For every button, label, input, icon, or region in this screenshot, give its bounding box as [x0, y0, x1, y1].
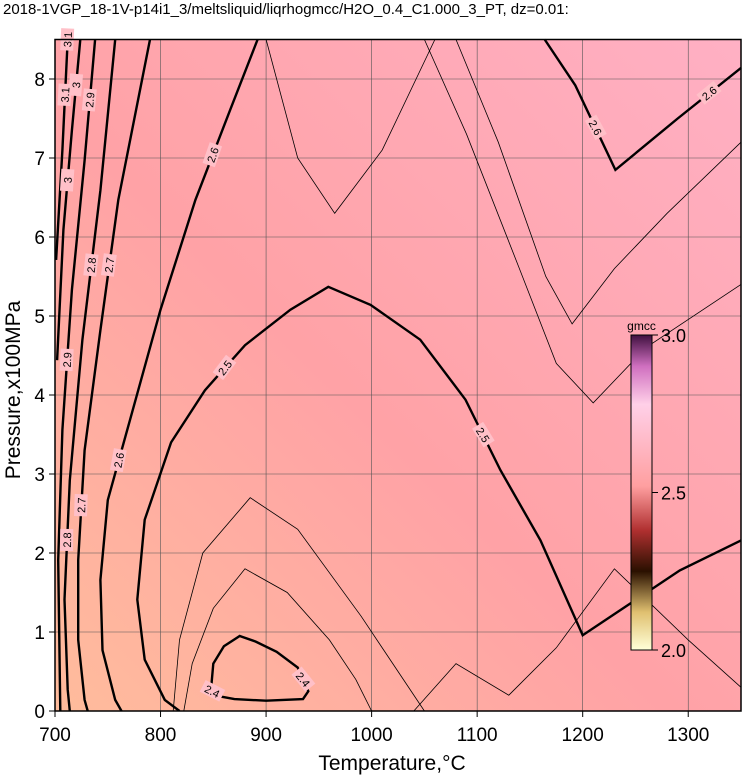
- contour-label-group: 3.1: [57, 83, 73, 107]
- contour-label-bg: [74, 493, 88, 517]
- contour-label-group: 2.6: [202, 142, 223, 168]
- y-tick-label: 0: [34, 702, 45, 723]
- x-tick-label: 1300: [667, 725, 709, 746]
- y-axis-label: Pressure,x100MPa: [2, 300, 25, 479]
- x-tick-label: 900: [250, 725, 282, 746]
- colorbar-label: gmcc: [627, 319, 656, 333]
- contour-line: [172, 497, 425, 711]
- contour-label-group: 3: [59, 168, 75, 192]
- contour-label: 2.6: [113, 452, 128, 469]
- y-tick-label: 6: [34, 228, 45, 249]
- contour-label-bg: [109, 448, 127, 473]
- contour-label-group: 2.8: [60, 528, 74, 552]
- contour-line-major: [210, 634, 310, 702]
- x-tick-label: 1100: [457, 725, 498, 746]
- contour-label-bg: [584, 114, 607, 141]
- contour-line-major: [55, 39, 69, 260]
- y-tick-label: 3: [34, 465, 45, 486]
- contour-label: 2.7: [103, 257, 117, 274]
- contour-label-bg: [57, 83, 72, 107]
- contour-label: 2.8: [86, 257, 100, 273]
- contour-label-group: 2.8: [83, 253, 100, 277]
- y-tick-label: 8: [34, 70, 45, 91]
- x-tick-label: 1200: [562, 725, 604, 746]
- contour-label-bg: [472, 421, 495, 448]
- contour-line: [413, 568, 742, 711]
- contour-label: 2.8: [62, 532, 74, 547]
- contour-label: 2.7: [76, 497, 89, 513]
- colorbar-tick-label: 2.5: [661, 484, 686, 504]
- colorbar: [630, 334, 653, 651]
- contour-label-group: 3: [68, 73, 84, 97]
- contour-line-major: [543, 38, 742, 172]
- y-tick-label: 5: [34, 307, 45, 328]
- x-tick-label: 1000: [350, 725, 392, 746]
- x-axis-label: Temperature,°C: [318, 752, 465, 775]
- contour-line: [265, 39, 436, 214]
- y-tick-label: 2: [34, 544, 45, 565]
- y-tick-label: 4: [34, 386, 45, 407]
- y-tick-label: 1: [34, 623, 45, 644]
- contour-label-bg: [59, 348, 74, 372]
- contour-label-bg: [68, 73, 84, 97]
- contour-label-group: 2.6: [109, 448, 128, 473]
- contour-label-group: 2.7: [74, 493, 89, 517]
- contour-label-bg: [199, 680, 226, 702]
- contour-label-group: 2.9: [59, 348, 75, 372]
- contour-label: 3: [62, 177, 74, 184]
- contour-label-bg: [100, 253, 117, 277]
- contour-label: 3.1: [60, 87, 73, 103]
- contour-label-bg: [83, 253, 99, 277]
- contour-label: 2.9: [62, 352, 75, 368]
- x-tick-label: 800: [145, 725, 177, 746]
- contour-label-bg: [291, 666, 316, 692]
- contour-label-bg: [81, 88, 97, 112]
- y-tick-label: 7: [34, 149, 45, 170]
- colorbar-tick-label: 3.0: [661, 326, 686, 346]
- contour-line: [455, 39, 742, 325]
- contour-line-major: [136, 285, 742, 711]
- contour-label-bg: [696, 80, 722, 105]
- chart-title: 2018-1VGP_18-1V-p14i1_3/meltsliquid/liqr…: [3, 1, 569, 18]
- contour-label-bg: [60, 528, 74, 552]
- contour-label-group: 2.9: [81, 88, 98, 112]
- contour-line-major: [63, 39, 117, 711]
- plot-background: [55, 39, 741, 711]
- contour-label: 2.6: [206, 146, 222, 164]
- contour-label-group: 2.7: [100, 253, 117, 277]
- contour-label: 2.9: [84, 92, 97, 108]
- colorbar-tick-label: 2.0: [661, 641, 686, 661]
- contour-label: 3: [71, 81, 83, 88]
- contour-label-bg: [59, 168, 75, 192]
- contour-label-bg: [212, 354, 237, 381]
- x-tick-label: 700: [39, 725, 71, 746]
- contour-label-bg: [202, 142, 223, 168]
- contour-line: [183, 568, 372, 711]
- plot-frame: [54, 38, 742, 712]
